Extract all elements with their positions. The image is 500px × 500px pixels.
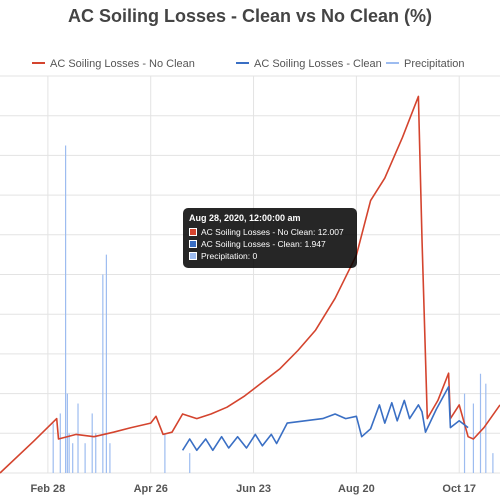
tooltip-row-clean: AC Soiling Losses - Clean: 1.947: [201, 239, 326, 249]
chart-title: AC Soiling Losses - Clean vs No Clean (%…: [67, 6, 433, 26]
tooltip-swatch-precipitation: [189, 252, 197, 260]
tooltip-row: AC Soiling Losses - No Clean: 12.007: [189, 226, 351, 238]
x-tick-label: Jun 23: [236, 483, 271, 495]
series-line-no-clean: [0, 95, 500, 474]
chart-tooltip: Aug 28, 2020, 12:00:00 am AC Soiling Los…: [183, 208, 357, 268]
legend-label: Precipitation: [404, 58, 465, 70]
tooltip-swatch-no-clean: [189, 228, 197, 236]
series-line-clean: [181, 386, 469, 452]
x-tick-label: Feb 28: [30, 483, 65, 495]
tooltip-row-precipitation: Precipitation: 0: [201, 251, 258, 261]
tooltip-row: Precipitation: 0: [189, 250, 351, 262]
x-tick-label: Oct 17: [442, 483, 476, 495]
x-tick-label: Apr 26: [134, 483, 168, 495]
legend-label: AC Soiling Losses - No Clean: [50, 58, 195, 70]
tooltip-row-no-clean: AC Soiling Losses - No Clean: 12.007: [201, 227, 344, 237]
tooltip-row: AC Soiling Losses - Clean: 1.947: [189, 238, 351, 250]
tooltip-swatch-clean: [189, 240, 197, 248]
legend-label: AC Soiling Losses - Clean: [254, 58, 382, 70]
tooltip-title: Aug 28, 2020, 12:00:00 am: [189, 213, 301, 223]
x-tick-label: Aug 20: [338, 483, 375, 495]
